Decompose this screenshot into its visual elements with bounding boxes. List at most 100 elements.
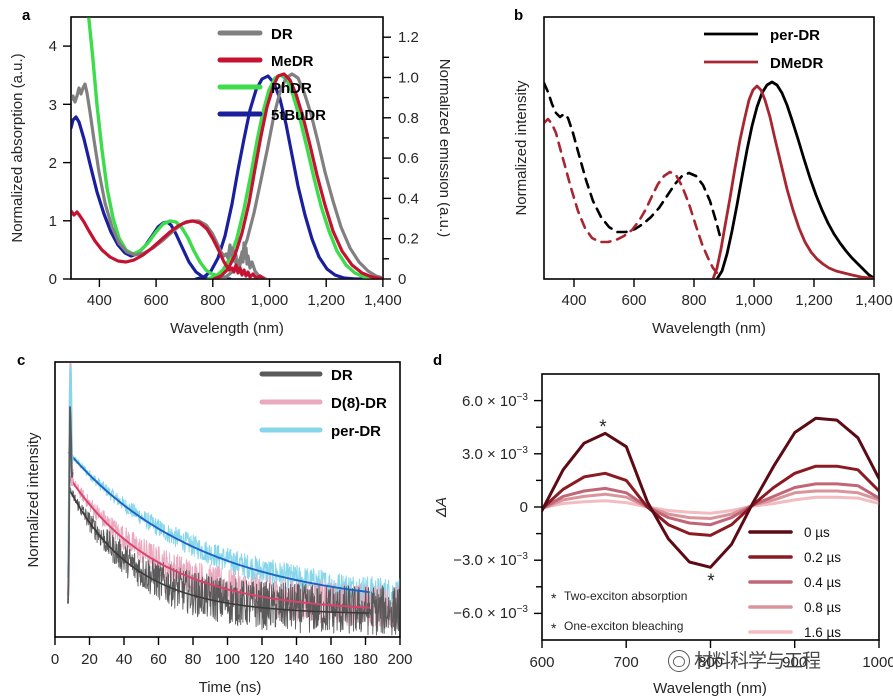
curve-dmedr-emission <box>711 84 874 279</box>
panel-a-chart: 0 1 2 3 4 Normalized absorption (a.u.) 0… <box>9 16 450 337</box>
panel-d-xaxis: 600 700 800 900 1000 <box>529 640 893 671</box>
panel-a-y2tick-4: 0.8 <box>398 110 419 127</box>
panel-a-ytick-2: 2 <box>49 155 57 172</box>
panel-a-xtick-400: 400 <box>87 292 112 309</box>
panel-c-xtick-40: 40 <box>116 651 133 668</box>
curve-0s <box>542 416 879 569</box>
curve-dr-emission <box>216 72 383 279</box>
legend-label-c-d8dr: D(8)-DR <box>331 395 387 412</box>
panel-c-xtick-180: 180 <box>353 651 378 668</box>
one-exciton-note-symbol: * <box>551 620 557 636</box>
two-exciton-note-symbol: * <box>551 590 557 606</box>
panel-d-xtick-1000: 1000 <box>862 654 893 671</box>
panel-a-yaxis-right: 0 0.2 0.4 0.6 0.8 1.0 1.2 <box>383 29 419 288</box>
curve-dr-fit <box>68 487 370 614</box>
panel-c-xtick-120: 120 <box>249 651 274 668</box>
panel-a-xaxis: 400 600 800 1,000 1,200 1,400 <box>87 279 402 309</box>
panel-c-xtick-0: 0 <box>51 651 59 668</box>
panel-a-yaxis-left: 0 1 2 3 4 <box>49 38 71 288</box>
panel-a-xtick-800: 800 <box>200 292 225 309</box>
panel-d-ytick-0: 0 <box>520 499 528 516</box>
panel-c-curves <box>66 362 400 636</box>
curve-d8dr-fit <box>67 475 370 609</box>
panel-a-y2tick-3: 0.6 <box>398 150 419 167</box>
panel-d-xlabel: Wavelength (nm) <box>653 680 767 697</box>
panel-d-ytick-3e-3: 3.0 × 10−3 <box>462 445 528 463</box>
legend-label-perdr: per-DR <box>770 27 820 44</box>
panel-c-legend: DR D(8)-DR per-DR <box>259 367 387 440</box>
panel-a-ytick-0: 0 <box>49 271 57 288</box>
panel-a-y2tick-5: 1.0 <box>398 70 419 87</box>
legend-label-5tbudr: 5tBuDR <box>271 107 326 124</box>
panel-b-ylabel: Normalized intensity <box>513 80 530 216</box>
legend-label-c-dr: DR <box>331 367 353 384</box>
panel-a-ytick-4: 4 <box>49 38 57 55</box>
panel-c: c Normalized intensity 0 20 40 60 80 100… <box>0 345 450 697</box>
panel-d-ytick-6e-3: 6.0 × 10−3 <box>462 392 528 410</box>
legend-label-dr: DR <box>271 26 293 43</box>
panel-a-legend: DR MeDR PhDR 5tBuDR <box>217 26 326 124</box>
panel-c-xtick-20: 20 <box>81 651 98 668</box>
panel-c-xtick-100: 100 <box>215 651 240 668</box>
panel-d-xtick-600: 600 <box>529 654 554 671</box>
panel-d-ylabel: ΔA <box>433 497 450 518</box>
panel-a-ytick-3: 3 <box>49 97 57 114</box>
panel-b-xtick-1200: 1,200 <box>795 292 833 309</box>
panel-a-ytick-1: 1 <box>49 213 57 230</box>
panel-c-xtick-140: 140 <box>284 651 309 668</box>
two-exciton-marker-asterisk: * <box>599 417 607 438</box>
panel-a-ylabel-right: Normalized emission (a.u.) <box>436 59 450 237</box>
panel-c-ylabel: Normalized intensity <box>25 432 42 568</box>
panel-b-xlabel: Wavelength (nm) <box>652 320 766 337</box>
panel-d-xtick-700: 700 <box>614 654 639 671</box>
panel-a-y2tick-6: 1.2 <box>398 29 419 46</box>
panel-d-yaxis: 6.0 × 10−3 3.0 × 10−3 0 −3.0 × 10−3 −6.0… <box>453 392 542 622</box>
panel-b-chart: Normalized intensity 400 600 800 1,000 1… <box>513 16 893 337</box>
panel-a-y2tick-0: 0 <box>398 271 406 288</box>
panel-a: a 0 1 2 3 4 Normalized absorption (a.u.) <box>0 0 450 348</box>
curve-08s <box>542 489 879 520</box>
panel-d-ytick-neg3e-3: −3.0 × 10−3 <box>453 551 528 569</box>
legend-label-phdr: PhDR <box>271 80 312 97</box>
panel-c-xtick-160: 160 <box>318 651 343 668</box>
panel-c-xtick-80: 80 <box>185 651 202 668</box>
curve-perdr-emission <box>715 80 874 279</box>
one-exciton-note-text: One-exciton bleaching <box>564 619 683 633</box>
panel-a-y2tick-2: 0.4 <box>398 190 419 207</box>
legend-label-medr: MeDR <box>271 53 314 70</box>
panel-d-notes: * Two-exciton absorption * One-exciton b… <box>551 589 687 636</box>
curve-perdr-fit <box>67 451 370 594</box>
curve-dmedr-absorption <box>544 117 720 276</box>
panel-d-xtick-800: 800 <box>698 654 723 671</box>
curve-phdr-absorption <box>87 17 228 279</box>
panel-d-curves <box>542 416 879 569</box>
panel-a-xlabel: Wavelength (nm) <box>170 320 284 337</box>
curve-dr-spike <box>67 406 74 604</box>
panel-b-xtick-400: 400 <box>561 292 586 309</box>
curve-dr-noise <box>68 484 400 636</box>
panel-d: d 6.0 × 10−3 3.0 × 10−3 0 −3.0 × 10−3 −6… <box>430 345 893 697</box>
panel-d-legend: 0 µs 0.2 µs 0.4 µs 0.8 µs 1.6 µs <box>748 525 841 640</box>
panel-b-xtick-1000: 1,000 <box>735 292 773 309</box>
panel-a-xtick-600: 600 <box>144 292 169 309</box>
panel-b-letter: b <box>514 7 524 24</box>
curve-phdr-emission <box>206 73 383 279</box>
panel-b-xtick-600: 600 <box>621 292 646 309</box>
panel-d-chart: 6.0 × 10−3 3.0 × 10−3 0 −3.0 × 10−3 −6.0… <box>433 373 893 697</box>
panel-c-xaxis: 0 20 40 60 80 100 120 140 160 180 200 <box>51 637 413 668</box>
panel-d-xtick-900: 900 <box>782 654 807 671</box>
panel-a-xtick-1000: 1,000 <box>251 292 289 309</box>
panel-a-curves <box>71 17 383 279</box>
one-exciton-marker-asterisk: * <box>707 571 715 592</box>
panel-a-xtick-1200: 1,200 <box>307 292 345 309</box>
panel-b: b Normalized intensity 400 600 800 1,000… <box>440 0 893 348</box>
panel-b-xaxis: 400 600 800 1,000 1,200 1,400 <box>561 279 893 309</box>
panel-a-ylabel-left: Normalized absorption (a.u.) <box>9 53 26 242</box>
legend-label-c-perdr: per-DR <box>331 423 381 440</box>
panel-c-letter: c <box>17 352 26 369</box>
panel-c-xtick-200: 200 <box>387 651 412 668</box>
watermark-logo-icon <box>668 650 690 672</box>
panel-b-curves <box>544 80 874 279</box>
curve-medr-absorption <box>71 209 266 279</box>
panel-c-xtick-60: 60 <box>150 651 167 668</box>
